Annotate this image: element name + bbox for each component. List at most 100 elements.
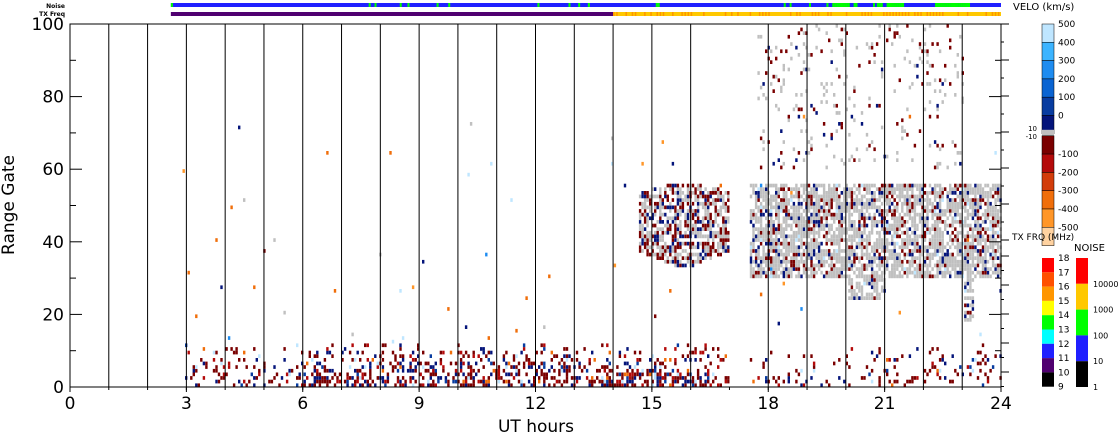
data-cell xyxy=(792,252,796,257)
data-cell xyxy=(757,187,760,191)
data-cell xyxy=(719,241,722,246)
data-cell xyxy=(762,205,765,210)
data-cell xyxy=(704,343,707,348)
data-cell xyxy=(354,358,357,362)
data-cell xyxy=(817,201,821,206)
data-cell xyxy=(921,191,924,195)
data-cell xyxy=(848,365,851,369)
data-cell xyxy=(777,191,780,195)
data-cell xyxy=(618,350,622,355)
data-cell xyxy=(828,263,831,268)
data-cell xyxy=(694,379,697,384)
data-cell xyxy=(830,212,833,217)
data-cell xyxy=(822,191,826,195)
data-cell xyxy=(765,216,768,221)
data-cell xyxy=(273,238,276,242)
data-cell xyxy=(646,230,649,235)
data-cell xyxy=(749,274,753,279)
data-cell xyxy=(991,238,995,242)
data-cell xyxy=(749,267,753,271)
data-cell xyxy=(540,343,543,348)
data-cell xyxy=(812,241,816,246)
data-cell xyxy=(694,223,697,228)
data-cell xyxy=(810,194,813,199)
data-cell xyxy=(643,227,647,231)
data-cell xyxy=(989,241,992,246)
data-cell xyxy=(946,201,949,206)
data-cell xyxy=(855,194,859,199)
noise-bar-label: Noise xyxy=(46,3,65,10)
data-cell xyxy=(981,220,985,224)
data-cell xyxy=(840,270,843,275)
data-cell xyxy=(933,78,937,83)
data-cell xyxy=(661,249,664,253)
data-cell xyxy=(679,234,682,239)
data-cell xyxy=(361,372,364,377)
data-cell xyxy=(396,368,400,373)
data-cell xyxy=(931,274,934,279)
data-cell xyxy=(936,270,939,275)
data-cell xyxy=(830,49,833,54)
txfreq-bar-segment xyxy=(864,12,866,16)
data-cell xyxy=(709,201,712,206)
data-cell xyxy=(923,274,927,279)
data-cell xyxy=(971,314,975,319)
data-cell xyxy=(752,259,755,264)
data-cell xyxy=(908,234,912,239)
data-cell xyxy=(868,234,871,239)
data-cell xyxy=(626,368,629,373)
data-cell xyxy=(906,245,909,250)
data-cell xyxy=(356,379,359,384)
data-cell xyxy=(931,252,934,257)
data-cell xyxy=(354,368,357,373)
data-cell xyxy=(669,358,672,362)
data-cell xyxy=(696,368,700,373)
data-cell xyxy=(765,198,768,202)
data-cell xyxy=(951,252,954,257)
data-cell xyxy=(868,292,871,297)
velo-colorbar-segment xyxy=(1041,208,1055,228)
data-cell xyxy=(853,227,856,231)
data-cell xyxy=(848,194,851,199)
velo-colorbar-segment xyxy=(1041,60,1055,80)
data-cell xyxy=(850,201,854,206)
data-cell xyxy=(848,274,851,279)
data-cell xyxy=(923,256,927,260)
data-cell xyxy=(870,220,874,224)
data-cell xyxy=(991,209,995,213)
data-cell xyxy=(964,220,967,224)
data-cell xyxy=(969,314,972,319)
data-cell xyxy=(802,223,806,228)
data-cell xyxy=(765,259,768,264)
data-cell xyxy=(230,205,233,210)
data-cell xyxy=(447,372,450,377)
data-cell xyxy=(984,245,987,250)
data-cell xyxy=(916,223,919,228)
data-cell xyxy=(659,201,662,206)
data-cell xyxy=(820,270,823,275)
data-cell xyxy=(936,42,939,46)
data-cell xyxy=(772,241,775,246)
data-cell xyxy=(936,223,939,228)
data-cell xyxy=(790,249,793,253)
data-cell xyxy=(270,379,274,384)
data-cell xyxy=(795,368,798,373)
data-cell xyxy=(896,227,899,231)
data-cell xyxy=(409,368,412,373)
data-cell xyxy=(936,259,939,264)
data-cell xyxy=(795,267,798,271)
data-cell xyxy=(759,263,763,268)
data-cell xyxy=(951,220,954,224)
data-cell xyxy=(328,368,332,373)
y-tick-label: 60 xyxy=(42,160,64,180)
data-cell xyxy=(298,376,301,380)
data-cell xyxy=(235,347,238,351)
data-cell xyxy=(227,365,231,369)
data-cell xyxy=(225,347,228,351)
data-cell xyxy=(984,256,987,260)
data-cell xyxy=(701,194,705,199)
data-cell xyxy=(765,205,768,210)
data-cell xyxy=(659,194,662,199)
txfreq-colorbar-segment xyxy=(1042,343,1054,359)
data-cell xyxy=(684,230,687,235)
